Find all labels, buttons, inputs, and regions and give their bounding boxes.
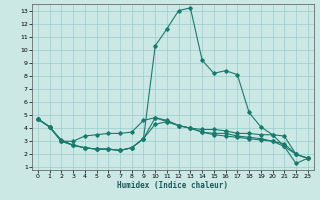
X-axis label: Humidex (Indice chaleur): Humidex (Indice chaleur) xyxy=(117,181,228,190)
